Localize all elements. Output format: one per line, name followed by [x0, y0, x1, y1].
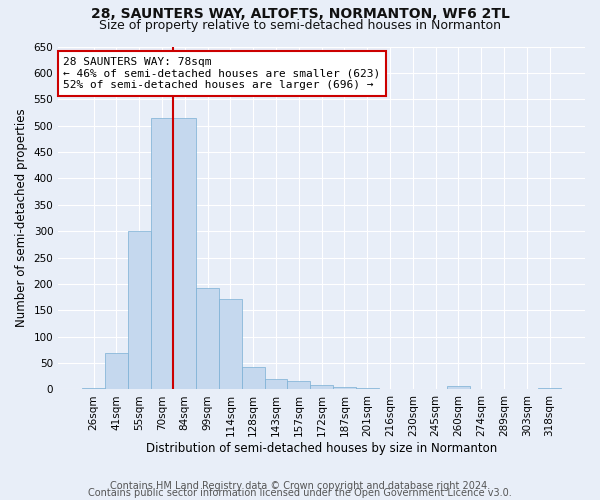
Bar: [105, 352, 128, 390]
Bar: [265, 379, 287, 390]
Bar: [538, 388, 561, 390]
Bar: [242, 368, 265, 390]
Bar: [82, 388, 105, 390]
Bar: [173, 118, 196, 390]
Text: 28, SAUNTERS WAY, ALTOFTS, NORMANTON, WF6 2TL: 28, SAUNTERS WAY, ALTOFTS, NORMANTON, WF…: [91, 8, 509, 22]
Bar: [447, 386, 470, 390]
X-axis label: Distribution of semi-detached houses by size in Normanton: Distribution of semi-detached houses by …: [146, 442, 497, 455]
Bar: [379, 389, 401, 390]
Y-axis label: Number of semi-detached properties: Number of semi-detached properties: [15, 108, 28, 328]
Text: 28 SAUNTERS WAY: 78sqm
← 46% of semi-detached houses are smaller (623)
52% of se: 28 SAUNTERS WAY: 78sqm ← 46% of semi-det…: [64, 57, 380, 90]
Bar: [196, 288, 219, 390]
Text: Contains public sector information licensed under the Open Government Licence v3: Contains public sector information licen…: [88, 488, 512, 498]
Bar: [128, 231, 151, 390]
Bar: [515, 389, 538, 390]
Bar: [287, 381, 310, 390]
Bar: [219, 298, 242, 390]
Bar: [333, 387, 356, 390]
Bar: [470, 389, 493, 390]
Bar: [424, 389, 447, 390]
Bar: [310, 384, 333, 390]
Bar: [493, 389, 515, 390]
Text: Contains HM Land Registry data © Crown copyright and database right 2024.: Contains HM Land Registry data © Crown c…: [110, 481, 490, 491]
Text: Size of property relative to semi-detached houses in Normanton: Size of property relative to semi-detach…: [99, 18, 501, 32]
Bar: [151, 118, 173, 390]
Bar: [401, 389, 424, 390]
Bar: [356, 388, 379, 390]
